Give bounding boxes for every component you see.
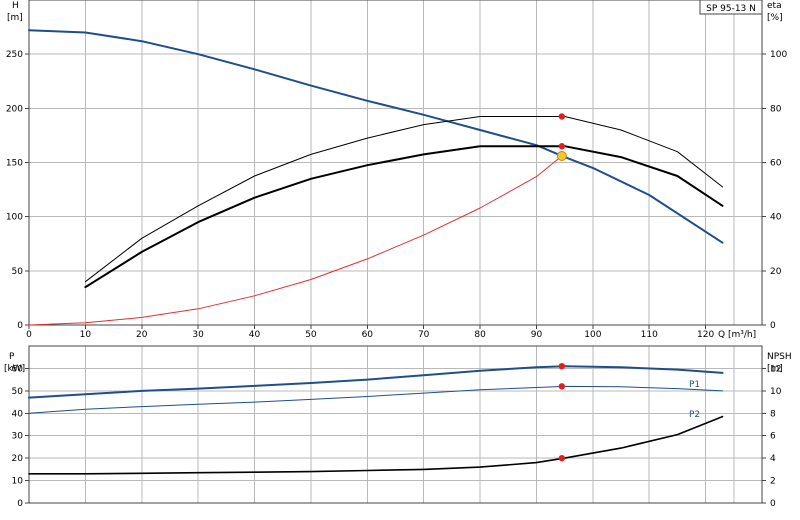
bottom-left-axis-unit: [kW] bbox=[4, 364, 25, 374]
x-tick-label: 10 bbox=[80, 330, 92, 340]
series-label-p2: P2 bbox=[689, 410, 700, 420]
x-tick-label: 110 bbox=[641, 330, 658, 340]
left-tick-label: 50 bbox=[12, 267, 24, 277]
series-line-bottom-2 bbox=[28, 415, 724, 475]
x-tick-label: 60 bbox=[362, 330, 374, 340]
duty-point-marker bbox=[556, 151, 567, 161]
bottom-right-axis-unit: [m] bbox=[767, 364, 783, 374]
chart-title: SP 95-13 N bbox=[706, 4, 756, 14]
bottom-right-axis-label: NPSH bbox=[767, 352, 792, 362]
top-right-axis-unit: [%] bbox=[767, 13, 783, 23]
series-line-top-1 bbox=[84, 116, 723, 283]
left-tick-label: 200 bbox=[6, 104, 23, 114]
top-left-axis-unit: [m] bbox=[7, 13, 23, 23]
left-tick-label: 250 bbox=[6, 50, 23, 60]
duty-point-marker bbox=[558, 143, 566, 150]
x-tick-label: 80 bbox=[474, 330, 486, 340]
left-tick-label: 40 bbox=[12, 409, 24, 419]
power-npsh-panel: 0 10 20 30 40 50 60 0 2 4 6 8 10 12 bbox=[12, 345, 782, 509]
x-tick-label: 70 bbox=[418, 330, 430, 340]
duty-point-marker bbox=[558, 362, 566, 370]
series-line-top-3 bbox=[28, 155, 563, 326]
right-tick-label: 6 bbox=[770, 432, 776, 442]
top-right-axis-label: eta bbox=[767, 1, 782, 11]
right-tick-label: 10 bbox=[770, 387, 782, 397]
bottom-left-axis-label: P bbox=[9, 352, 15, 362]
series-line-p1 bbox=[28, 365, 724, 399]
x-tick-label: 120 bbox=[697, 330, 714, 340]
left-tick-label: 20 bbox=[12, 454, 24, 464]
x-tick-label: 20 bbox=[136, 330, 148, 340]
top-left-axis-label: H bbox=[12, 1, 19, 11]
right-tick-label: 0 bbox=[770, 321, 776, 331]
duty-point-marker bbox=[558, 454, 566, 462]
right-tick-label: 12 bbox=[770, 364, 781, 374]
left-tick-label: 0 bbox=[17, 321, 23, 331]
plot-frame bbox=[28, 345, 763, 504]
x-tick-label: 30 bbox=[192, 330, 204, 340]
x-axis-label: Q [m³/h] bbox=[718, 330, 756, 340]
x-tick-label: 40 bbox=[249, 330, 261, 340]
right-tick-label: 40 bbox=[770, 213, 782, 223]
duty-point-marker bbox=[558, 113, 566, 120]
right-tick-label: 100 bbox=[770, 50, 787, 60]
right-tick-label: 0 bbox=[770, 499, 776, 509]
series-line-p2 bbox=[28, 385, 723, 414]
left-tick-label: 0 bbox=[17, 499, 23, 509]
right-tick-label: 80 bbox=[770, 104, 782, 114]
right-tick-label: 4 bbox=[770, 454, 776, 464]
x-tick-label: 0 bbox=[26, 330, 32, 340]
x-tick-label: 100 bbox=[584, 330, 601, 340]
left-tick-label: 100 bbox=[6, 213, 23, 223]
left-tick-label: 10 bbox=[12, 477, 24, 487]
series-line-top-0 bbox=[28, 29, 724, 244]
title-box bbox=[699, 0, 763, 15]
left-tick-label: 30 bbox=[12, 432, 24, 442]
left-tick-label: 60 bbox=[12, 364, 24, 374]
left-tick-label: 50 bbox=[12, 387, 24, 397]
left-tick-label: 150 bbox=[6, 159, 23, 169]
right-tick-label: 60 bbox=[770, 159, 782, 169]
x-tick-label: 50 bbox=[305, 330, 317, 340]
right-tick-label: 20 bbox=[770, 267, 782, 277]
duty-point-marker bbox=[558, 383, 566, 390]
series-line-top-2 bbox=[84, 145, 724, 289]
head-efficiency-panel: 0 50 100 150 200 250 0 20 40 60 80 100 0 10 20 30 40 50 60… bbox=[6, 0, 787, 340]
right-tick-label: 8 bbox=[770, 409, 776, 419]
x-tick-label: 90 bbox=[531, 330, 543, 340]
series-label-p1: P1 bbox=[689, 380, 700, 390]
right-tick-label: 2 bbox=[770, 477, 776, 487]
